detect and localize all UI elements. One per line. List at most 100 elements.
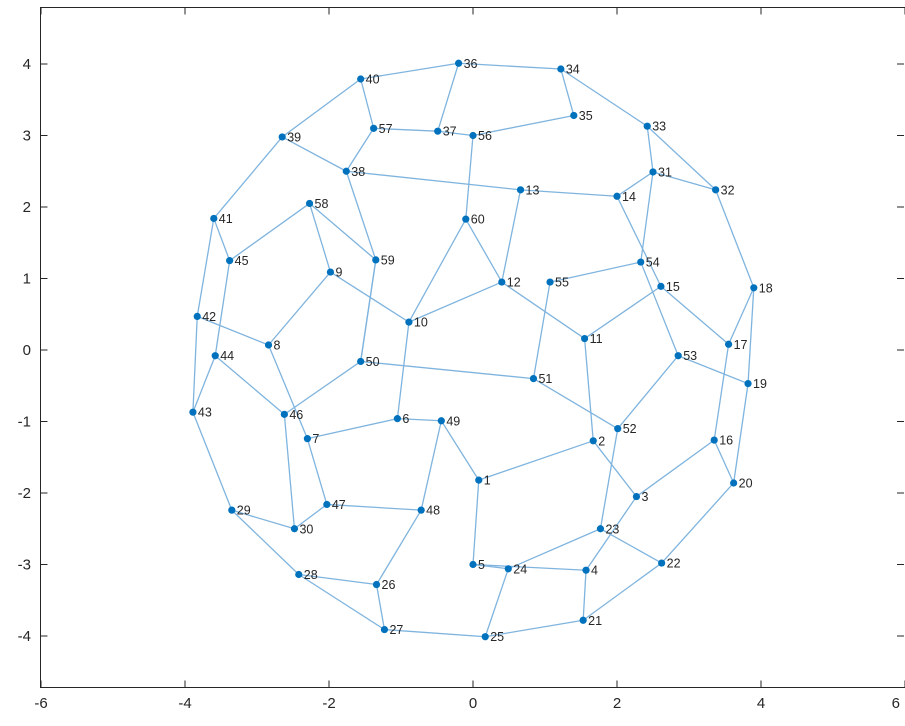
edge-27-28: [298, 573, 385, 631]
node-11: [581, 334, 589, 343]
edge-25-27: [384, 628, 486, 638]
node-4: [582, 566, 590, 574]
node-label-52: 52: [623, 422, 637, 436]
edge-6-10: [396, 322, 410, 419]
edge-59-50: [360, 259, 377, 362]
edge-10-12: [408, 281, 503, 323]
x-tick-label-1: -4: [178, 695, 191, 712]
edge-11-12: [501, 281, 585, 340]
node-label-25: 25: [490, 630, 504, 644]
node-label-20: 20: [739, 476, 753, 490]
x-tick-label-3: 0: [469, 695, 477, 712]
node-label-7: 7: [312, 432, 319, 446]
edge-4-5: [472, 563, 587, 571]
edge-52-53: [617, 355, 679, 430]
edge-7-47: [306, 438, 328, 505]
node-label-36: 36: [464, 57, 478, 71]
node-41: [210, 214, 218, 223]
node-label-10: 10: [414, 316, 428, 330]
node-2: [589, 437, 597, 445]
edge-56-60: [465, 135, 474, 220]
node-32: [712, 186, 720, 194]
node-label-60: 60: [471, 213, 485, 227]
edge-30-47: [294, 503, 328, 530]
edge-21-25: [485, 619, 584, 638]
node-21: [579, 616, 587, 624]
edge-60-12: [465, 218, 503, 283]
x-tick-label-6: 6: [892, 695, 900, 712]
node-label-17: 17: [734, 338, 748, 352]
y-tick-label-4: 0: [23, 342, 31, 359]
node-19: [744, 380, 752, 388]
edge-8-42: [196, 315, 269, 346]
edge-6-7: [307, 418, 398, 440]
node-16: [710, 436, 718, 444]
edge-36-40: [360, 62, 459, 80]
node-label-6: 6: [402, 412, 409, 426]
node-17: [725, 340, 733, 348]
edge-9-58: [308, 203, 332, 273]
node-15: [657, 282, 665, 290]
node-label-30: 30: [299, 522, 313, 536]
edge-16-20: [713, 439, 735, 484]
node-36: [455, 59, 463, 67]
node-22: [658, 559, 666, 567]
node-23: [596, 525, 605, 533]
node-52: [614, 425, 622, 433]
node-8: [264, 341, 273, 349]
node-14: [613, 192, 621, 200]
edge-18-19: [747, 287, 755, 384]
node-56: [469, 131, 477, 140]
node-49: [437, 417, 445, 425]
y-tick-label-5: 1: [23, 271, 31, 288]
edge-36-37: [437, 63, 460, 132]
edge-1-49: [440, 420, 480, 481]
node-label-56: 56: [478, 129, 492, 143]
edge-60-10: [408, 218, 467, 323]
node-label-11: 11: [590, 332, 603, 346]
node-label-43: 43: [198, 406, 212, 420]
edge-31-33: [646, 126, 654, 173]
edges-layer: [192, 62, 755, 638]
node-label-21: 21: [588, 614, 602, 628]
edge-24-25: [484, 568, 509, 637]
node-27: [380, 625, 389, 634]
nodes-layer: [189, 59, 758, 641]
node-label-59: 59: [381, 253, 395, 267]
edge-17-18: [728, 287, 755, 345]
y-tick-label-7: 3: [23, 128, 31, 145]
edge-39-41: [213, 136, 283, 219]
node-10: [405, 318, 413, 326]
edge-57-38: [345, 128, 375, 172]
node-18: [750, 284, 758, 292]
node-35: [570, 111, 578, 120]
node-3: [632, 492, 641, 501]
node-label-55: 55: [555, 276, 569, 290]
node-label-27: 27: [389, 623, 403, 637]
edge-26-48: [375, 509, 422, 585]
edge-34-36: [458, 62, 561, 70]
node-label-12: 12: [507, 276, 521, 290]
edge-51-52: [533, 378, 619, 430]
node-label-47: 47: [332, 498, 346, 512]
edge-3-4: [585, 496, 637, 571]
node-label-44: 44: [220, 349, 234, 363]
y-tick-label-0: -4: [18, 628, 31, 645]
x-tick-label-5: 4: [757, 695, 765, 712]
edge-29-30: [231, 509, 295, 530]
node-label-22: 22: [667, 557, 681, 571]
node-label-13: 13: [526, 183, 540, 197]
edge-47-48: [326, 503, 422, 511]
node-label-5: 5: [478, 558, 485, 572]
node-label-1: 1: [484, 474, 491, 488]
edge-50-51: [360, 360, 534, 380]
edge-29-43: [192, 411, 233, 511]
edge-23-24: [508, 528, 601, 570]
node-57: [370, 124, 378, 132]
edge-19-20: [732, 383, 749, 484]
y-tick-label-3: -1: [18, 414, 31, 431]
edge-48-49: [420, 420, 442, 511]
